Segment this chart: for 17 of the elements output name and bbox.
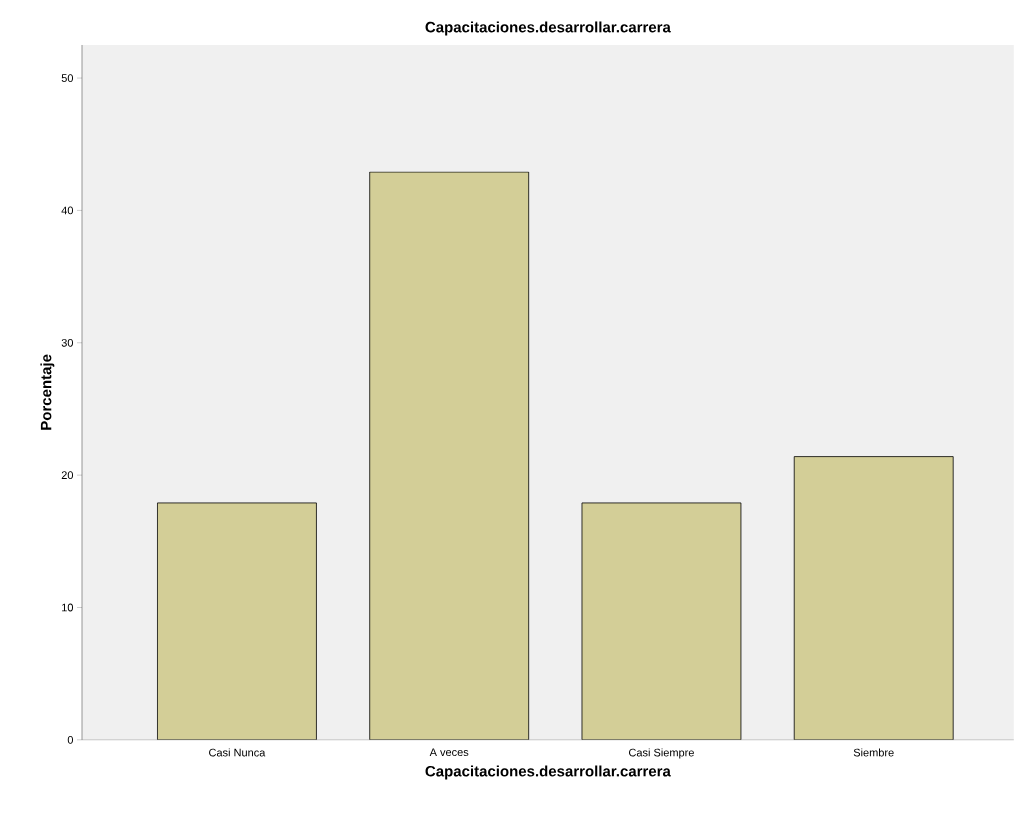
x-tick-label: Casi Siempre [629, 748, 694, 759]
y-tick-label: 50 [61, 74, 74, 83]
chart-title: Capacitaciones.desarrollar.carrera [425, 21, 671, 36]
bar [793, 456, 954, 740]
y-tick-label: 40 [61, 206, 74, 215]
y-tick-label: 0 [67, 736, 74, 744]
x-tick-label: Casi Nunca [209, 748, 266, 757]
x-tick-label: Siembre [853, 748, 894, 757]
y-tick-label: 30 [61, 338, 74, 347]
y-tick-label: 20 [61, 471, 74, 480]
bar [369, 171, 530, 740]
y-axis-title: Porcentaje [40, 354, 55, 430]
y-tick-label: 10 [62, 603, 74, 612]
x-axis-title: Capacitaciones.desarrollar.carrera [425, 765, 671, 780]
x-tick-label: A veces [429, 748, 469, 757]
bar [581, 502, 742, 740]
bar [157, 502, 317, 740]
